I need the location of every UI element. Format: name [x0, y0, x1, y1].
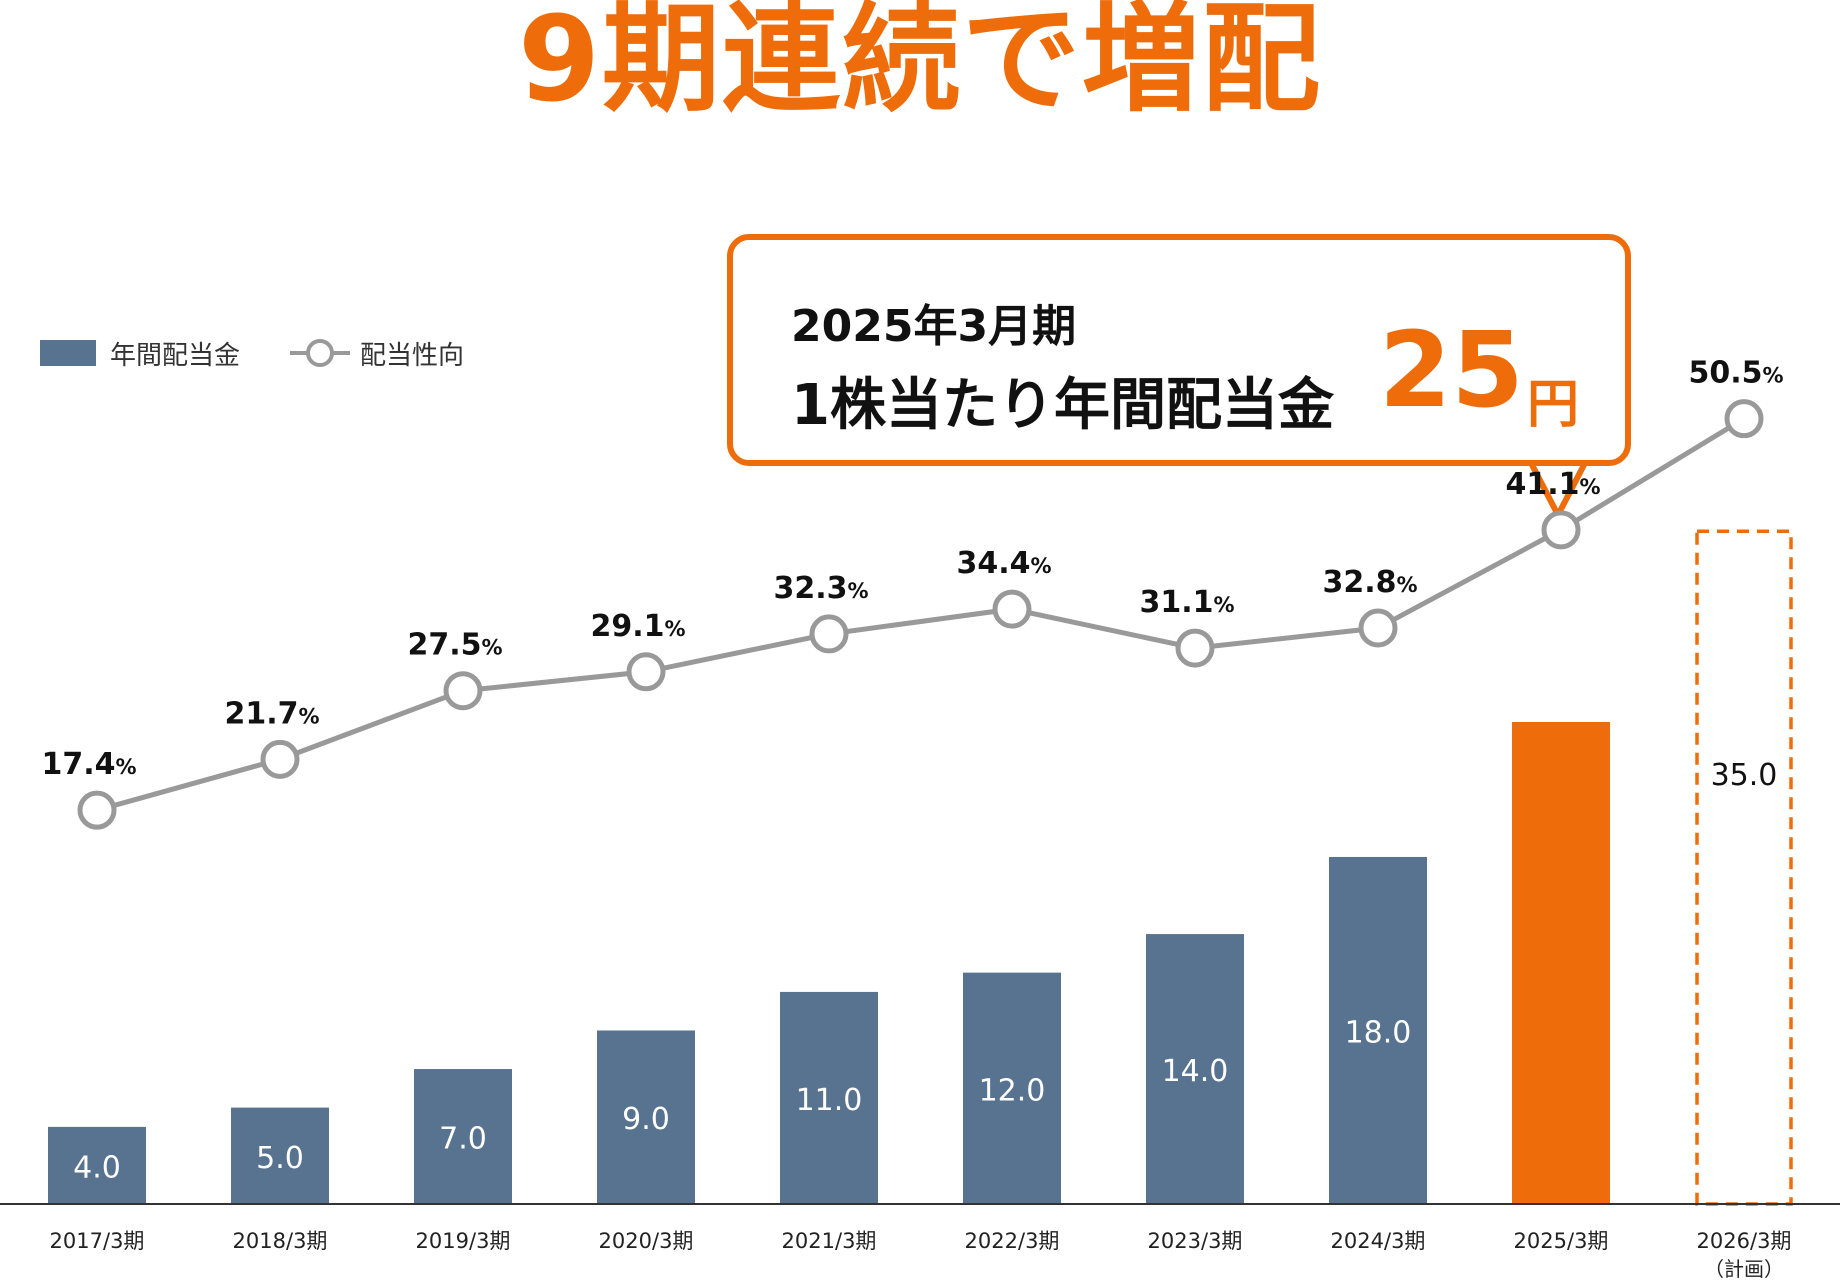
- legend: 年間配当金 配当性向: [40, 338, 464, 371]
- payout-ratio-point: [443, 671, 483, 711]
- category-label: 2019/3期: [416, 1229, 511, 1253]
- category-label: 2024/3期: [1331, 1229, 1426, 1253]
- payout-ratio-point: [1541, 510, 1581, 550]
- callout-period: 2025年3月期: [791, 301, 1077, 352]
- payout-ratio-label: 29.1%: [590, 609, 685, 644]
- payout-ratio-label: 21.7%: [224, 696, 319, 731]
- bar-value-label: 18.0: [1345, 1015, 1412, 1050]
- payout-ratio-point: [1724, 399, 1764, 439]
- legend-line-swatch: [290, 339, 351, 367]
- bar-highlight: [1512, 722, 1610, 1204]
- category-note: （計画）: [1704, 1257, 1784, 1281]
- payout-ratio-label: 34.4%: [956, 546, 1051, 581]
- headline: 9期連続で増配: [517, 0, 1323, 128]
- bar-value-label: 9.0: [622, 1102, 670, 1137]
- bar: [231, 1107, 329, 1204]
- callout-description: 1株当たり年間配当金: [791, 373, 1334, 438]
- bar: [1146, 934, 1244, 1204]
- bar-value-label: 11.0: [796, 1083, 863, 1118]
- bar-value-label: 14.0: [1162, 1054, 1229, 1089]
- callout-unit: 円: [1527, 375, 1580, 435]
- bar-value-label: 35.0: [1711, 758, 1778, 793]
- payout-ratio-label: 32.8%: [1322, 565, 1417, 600]
- payout-ratio-label: 17.4%: [41, 747, 136, 782]
- bar: [414, 1069, 512, 1204]
- payout-ratio-point: [260, 739, 300, 779]
- payout-ratio-label: 50.5%: [1688, 356, 1783, 391]
- payout-ratio-label: 31.1%: [1139, 585, 1234, 620]
- payout-ratio-point: [1175, 628, 1215, 668]
- payout-ratio-point: [992, 589, 1032, 629]
- legend-line-label: 配当性向: [360, 340, 465, 371]
- category-label: 2018/3期: [233, 1229, 328, 1253]
- legend-bar-swatch: [40, 340, 96, 366]
- bar: [48, 1126, 146, 1204]
- legend-bar-label: 年間配当金: [110, 340, 241, 371]
- bar: [597, 1030, 695, 1204]
- payout-ratio-point: [77, 790, 117, 830]
- category-label: 2025/3期: [1514, 1229, 1609, 1253]
- bar-value-label: 4.0: [73, 1150, 121, 1185]
- category-label: 2023/3期: [1148, 1229, 1243, 1253]
- payout-ratio-label: 32.3%: [773, 571, 868, 606]
- callout-box: 2025年3月期 1株当たり年間配当金 25 円: [727, 234, 1631, 466]
- payout-ratio-line: [96, 416, 1746, 813]
- bar-value-label: 12.0: [979, 1073, 1046, 1108]
- bar: [1329, 856, 1427, 1204]
- category-label: 2021/3期: [782, 1229, 877, 1253]
- bar-planned: [1695, 529, 1793, 1206]
- payout-ratio-point: [1358, 608, 1398, 648]
- category-label: 2017/3期: [50, 1229, 145, 1253]
- bar: [780, 991, 878, 1204]
- payout-ratio-point: [626, 652, 666, 692]
- category-label: 2020/3期: [599, 1229, 694, 1253]
- payout-ratio-label: 27.5%: [407, 628, 502, 663]
- payout-ratio-point: [809, 614, 849, 654]
- category-label: 2022/3期: [965, 1229, 1060, 1253]
- bar-value-label: 5.0: [256, 1141, 304, 1176]
- bar: [963, 972, 1061, 1204]
- bar-value-label: 7.0: [439, 1122, 487, 1157]
- callout-amount: 25: [1379, 309, 1524, 431]
- category-label: 2026/3期: [1697, 1229, 1792, 1253]
- payout-ratio-label: 41.1%: [1505, 467, 1600, 502]
